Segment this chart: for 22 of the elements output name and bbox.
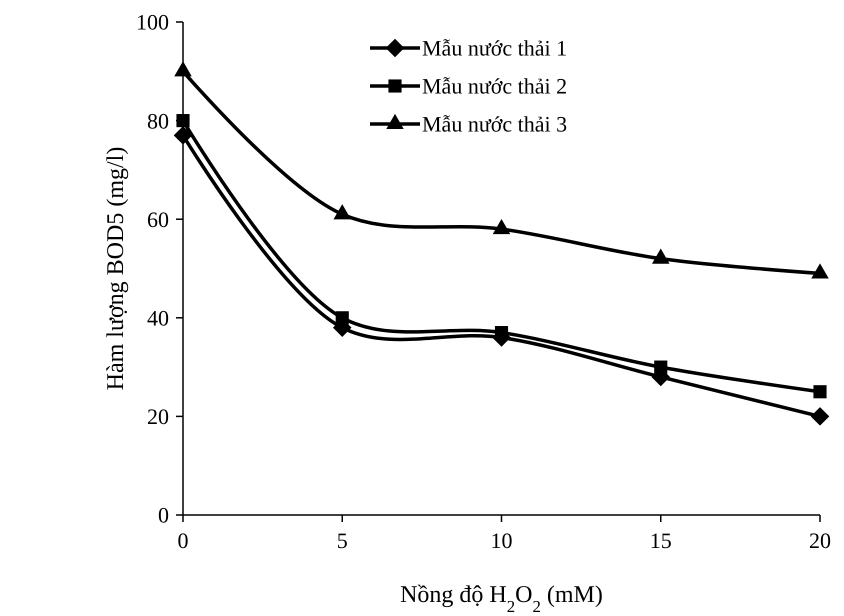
- point: [492, 218, 510, 234]
- point: [333, 204, 352, 220]
- point: [813, 385, 827, 398]
- legend-label: Mẫu nước thải 3: [422, 112, 568, 137]
- point: [652, 248, 670, 264]
- x-tick-label: 5: [336, 528, 348, 553]
- point: [174, 61, 192, 76]
- y-tick-label: 40: [147, 306, 169, 330]
- x-tick-label: 10: [490, 528, 512, 553]
- y-tick-label: 100: [136, 10, 169, 35]
- y-tick-label: 20: [147, 404, 169, 430]
- y-axis-title: Hàm lượng BOD5 (mg/l): [103, 146, 129, 390]
- y-tick-label: 0: [158, 502, 169, 528]
- x-axis-title: Nồng độ H$_{2}$O$_{2}$ (mM): [400, 582, 603, 616]
- y-tick-label: 80: [147, 108, 169, 134]
- point: [810, 407, 830, 426]
- x-tick-label: 0: [178, 528, 188, 553]
- y-tick-label: 60: [147, 206, 169, 232]
- legend-label: Mẫu nước thải 1: [422, 36, 568, 61]
- x-tick-label: 20: [809, 528, 831, 553]
- legend-label: Mẫu nước thải 2: [422, 74, 568, 99]
- x-tick-label: 15: [650, 528, 672, 553]
